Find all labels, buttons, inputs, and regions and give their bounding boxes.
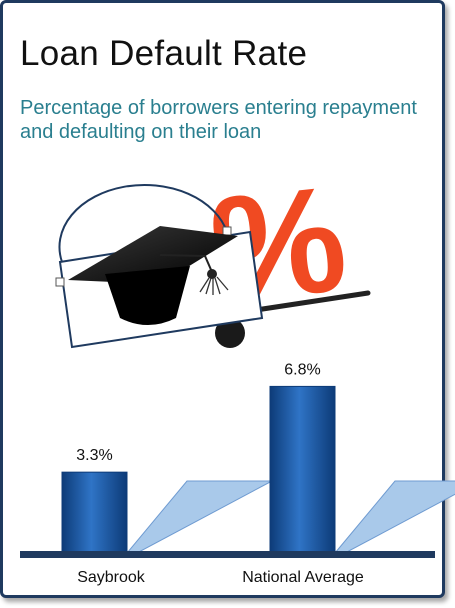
bar-saybrook [61,471,128,554]
category-label: National Average [242,569,364,586]
bar-shadow [125,480,273,554]
category-label: Saybrook [77,569,146,586]
data-label: 3.3% [76,447,112,464]
graduation-cap-icon [55,183,264,349]
page-title: Loan Default Rate [20,34,308,73]
x-axis-baseline [20,551,435,558]
bar-shadow [333,480,455,554]
bar-chart: 3.3% 6.8% Saybrook National Average [20,361,455,586]
bar-national-average [269,385,336,554]
page-subtitle: Percentage of borrowers entering repayme… [20,97,417,143]
data-label: 6.8% [284,361,320,378]
